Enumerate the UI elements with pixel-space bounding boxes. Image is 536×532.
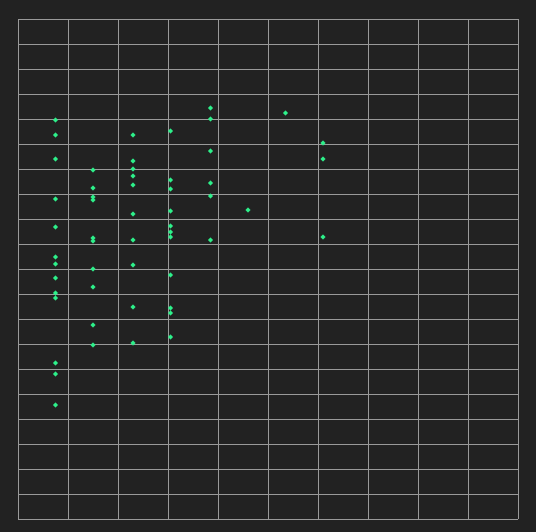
data-point	[90, 284, 95, 289]
data-point	[90, 322, 95, 327]
data-point	[130, 182, 135, 187]
data-point	[130, 211, 135, 216]
data-point	[130, 262, 135, 267]
data-point	[130, 237, 135, 242]
data-point	[53, 224, 58, 229]
data-point	[90, 197, 95, 202]
data-point	[90, 238, 95, 243]
data-point	[245, 207, 250, 212]
data-point	[208, 237, 213, 242]
data-point	[130, 132, 135, 137]
data-point	[90, 266, 95, 271]
data-point	[53, 360, 58, 365]
data-point	[53, 275, 58, 280]
data-point	[53, 254, 58, 259]
data-point	[53, 261, 58, 266]
data-point	[53, 132, 58, 137]
data-point	[53, 156, 58, 161]
data-point	[90, 167, 95, 172]
data-point	[320, 156, 325, 161]
data-point	[53, 295, 58, 300]
data-point	[208, 105, 213, 110]
data-point	[283, 110, 288, 115]
data-point	[53, 402, 58, 407]
points-layer	[53, 105, 326, 407]
data-point	[90, 185, 95, 190]
data-point	[208, 116, 213, 121]
data-point	[53, 371, 58, 376]
data-point	[208, 148, 213, 153]
data-point	[208, 180, 213, 185]
data-point	[320, 234, 325, 239]
data-point	[53, 196, 58, 201]
data-point	[130, 304, 135, 309]
data-point	[130, 158, 135, 163]
data-point	[53, 117, 58, 122]
data-point	[90, 342, 95, 347]
data-point	[130, 173, 135, 178]
data-point	[130, 166, 135, 171]
